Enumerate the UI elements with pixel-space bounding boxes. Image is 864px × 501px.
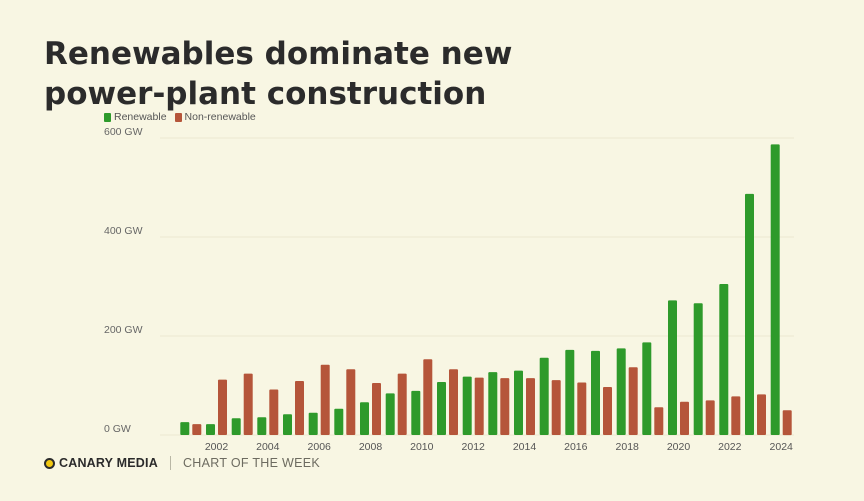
bar-renewable-2004: [257, 417, 267, 435]
bar-renewable-2010: [411, 390, 421, 435]
x-tick-label: 2004: [256, 441, 280, 453]
bar-non-renewable-2013: [500, 378, 510, 435]
bar-renewable-2005: [283, 414, 292, 435]
bar-non-renewable-2012: [474, 377, 484, 435]
bars: [180, 144, 792, 436]
bar-renewable-2006: [308, 412, 318, 435]
legend-label-non-renewable: Non-renewable: [184, 111, 256, 123]
bar-non-renewable-2008: [372, 383, 381, 435]
bar-renewable-2022: [719, 284, 729, 435]
x-tick-label: 2008: [359, 441, 383, 453]
bar-non-renewable-2020: [680, 401, 689, 435]
bar-non-renewable-2011: [449, 369, 458, 435]
bar-non-renewable-2010: [423, 359, 433, 435]
bar-non-renewable-2014: [526, 378, 535, 435]
x-tick-label: 2010: [410, 441, 434, 453]
x-tick-label: 2006: [308, 441, 332, 453]
legend-swatch-renewable: [104, 112, 111, 122]
x-axis: 2002 2004 2006 2008 2010 2012 2014 2016 2018 2020…: [205, 441, 793, 453]
bar-renewable-2017: [591, 350, 600, 435]
bar-non-renewable-2023: [757, 394, 766, 435]
bar-non-renewable-2018: [628, 367, 638, 435]
bar-non-renewable-2024: [782, 410, 792, 436]
bar-non-renewable-2003: [243, 373, 253, 435]
bar-non-renewable-2004: [269, 389, 279, 435]
bar-non-renewable-2002: [218, 379, 227, 435]
bar-renewable-2023: [745, 193, 754, 435]
legend-swatch-non-renewable: [174, 112, 182, 122]
x-tick-label: 2022: [718, 441, 742, 453]
legend-item-non-renewable: Non-renewable: [174, 111, 256, 123]
bar-renewable-2016: [565, 349, 575, 435]
bar-renewable-2002: [206, 424, 215, 435]
chart-title: Renewables dominate new power-plant cons…: [44, 36, 513, 112]
bar-non-renewable-2022: [731, 396, 741, 435]
canary-logo-icon: [44, 457, 55, 469]
bar-non-renewable-2016: [577, 382, 587, 435]
bar-non-renewable-2017: [603, 387, 612, 435]
bar-renewable-2015: [539, 357, 549, 435]
bar-renewable-2007: [334, 408, 344, 435]
x-tick-label: 2020: [667, 441, 691, 453]
y-tick-label: 200 GW: [104, 324, 143, 336]
bar-renewable-2021: [693, 303, 703, 435]
x-tick-label: 2014: [513, 441, 537, 453]
brand-name: CANARY MEDIA: [59, 456, 158, 470]
bar-renewable-2013: [488, 372, 498, 435]
bar-non-renewable-2001: [192, 424, 202, 435]
chart-legend: Renewable Non-renewable: [104, 111, 256, 123]
footer-tagline: CHART OF THE WEEK: [182, 456, 321, 470]
bar-non-renewable-2015: [551, 380, 561, 435]
footer: CANARY MEDIA CHART OF THE WEEK: [44, 456, 320, 470]
bar-renewable-2011: [437, 382, 446, 435]
bar-renewable-2012: [462, 376, 472, 435]
y-tick-label: 400 GW: [104, 225, 143, 237]
bar-renewable-2024: [770, 144, 780, 435]
footer-divider: [169, 456, 171, 470]
x-tick-label: 2018: [616, 441, 640, 453]
bar-non-renewable-2006: [320, 364, 330, 435]
y-axis: 0 GW 200 GW 400 GW 600 GW: [104, 126, 794, 436]
bar-non-renewable-2005: [295, 381, 304, 435]
bar-non-renewable-2007: [346, 369, 356, 435]
bar-renewable-2009: [385, 393, 395, 435]
bar-renewable-2001: [180, 422, 190, 435]
bar-renewable-2020: [668, 300, 677, 435]
x-tick-label: 2002: [205, 441, 229, 453]
y-tick-label: 600 GW: [104, 126, 143, 138]
bar-non-renewable-2009: [397, 373, 407, 435]
bar-renewable-2003: [231, 418, 241, 435]
x-tick-label: 2024: [770, 441, 794, 453]
bar-non-renewable-2021: [705, 400, 715, 435]
bar-renewable-2014: [514, 370, 523, 435]
bar-renewable-2019: [642, 342, 652, 435]
bar-renewable-2018: [616, 348, 626, 435]
y-tick-label: 0 GW: [104, 423, 131, 435]
bar-non-renewable-2019: [654, 407, 664, 435]
legend-label-renewable: Renewable: [114, 111, 167, 123]
bar-renewable-2008: [360, 402, 369, 435]
legend-item-renewable: Renewable: [104, 111, 167, 123]
x-tick-label: 2012: [462, 441, 486, 453]
x-tick-label: 2016: [564, 441, 588, 453]
